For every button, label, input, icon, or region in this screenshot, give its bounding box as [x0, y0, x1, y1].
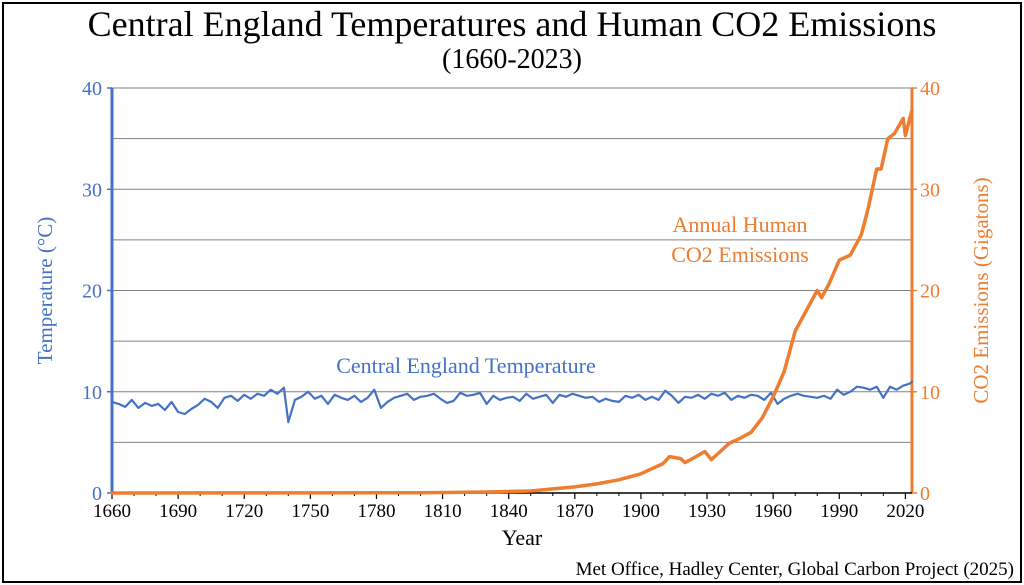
x-tick-label: 1810: [424, 501, 462, 522]
x-tick-label: 1840: [490, 501, 528, 522]
left-axis-title: Temperature (°C): [33, 217, 57, 364]
temperature-series-annotation: Central England Temperature: [336, 353, 596, 378]
x-tick-label: 1990: [820, 501, 858, 522]
right-y-tick-label: 30: [920, 179, 940, 201]
co2-series-annotation-line2: CO2 Emissions: [671, 242, 809, 267]
right-y-tick-label: 10: [920, 382, 940, 404]
chart-subtitle: (1660-2023): [442, 44, 582, 75]
source-credit: Met Office, Hadley Center, Global Carbon…: [575, 559, 1014, 580]
co2-series-line: [110, 108, 914, 495]
x-axis-title: Year: [502, 525, 543, 550]
x-tick-label: 1900: [622, 501, 660, 522]
left-y-tick-label: 10: [82, 382, 102, 404]
right-y-tick-label: 40: [920, 78, 940, 100]
x-tick-label: 2020: [886, 501, 924, 522]
left-y-tick-label: 20: [82, 281, 102, 303]
x-tick-label: 1660: [93, 501, 131, 522]
right-y-tick-label: 20: [920, 281, 940, 303]
left-y-tick-label: 30: [82, 179, 102, 201]
x-tick-label: 1750: [291, 501, 329, 522]
x-tick-label: 1930: [688, 501, 726, 522]
x-tick-label: 1870: [556, 501, 594, 522]
x-tick-label: 1780: [357, 501, 395, 522]
right-axis-title: CO2 Emissions (Gigatons): [969, 177, 993, 403]
left-y-tick-label: 0: [92, 483, 102, 505]
left-y-tick-label: 40: [82, 78, 102, 100]
x-tick-label: 1960: [754, 501, 792, 522]
x-tick-label: 1690: [159, 501, 197, 522]
temperature-series-line: [110, 380, 914, 424]
right-y-tick-label: 0: [920, 483, 930, 505]
co2-series-annotation-line1: Annual Human: [672, 212, 807, 237]
x-tick-label: 1720: [225, 501, 263, 522]
chart-title: Central England Temperatures and Human C…: [87, 4, 937, 44]
